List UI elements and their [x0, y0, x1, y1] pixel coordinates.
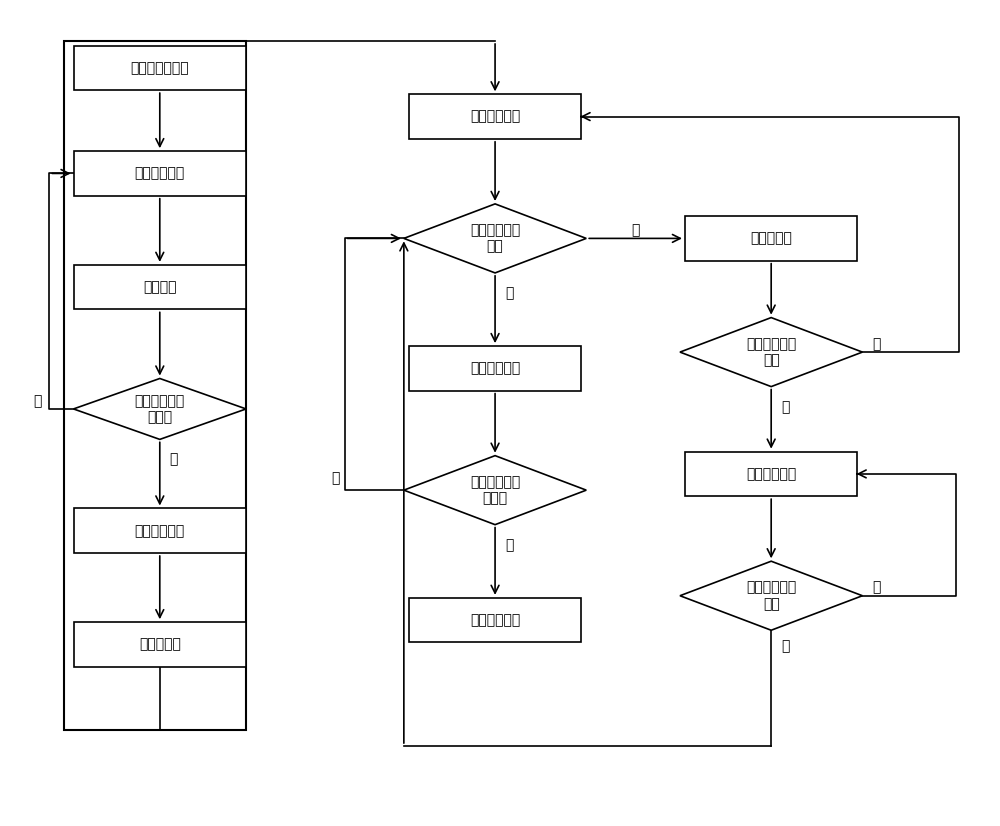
FancyBboxPatch shape — [74, 622, 246, 667]
Text: 初始化探测报文: 初始化探测报文 — [130, 61, 189, 75]
Text: 探测过程结束: 探测过程结束 — [470, 613, 520, 627]
Text: 是: 是 — [505, 287, 513, 300]
Text: 是: 是 — [781, 639, 789, 653]
FancyBboxPatch shape — [74, 45, 246, 90]
FancyBboxPatch shape — [409, 346, 581, 391]
Text: 探测路径: 探测路径 — [143, 280, 177, 294]
Text: 是: 是 — [170, 453, 178, 467]
Text: 否: 否 — [872, 581, 881, 595]
Text: 否: 否 — [631, 223, 640, 237]
Text: 否: 否 — [33, 394, 41, 408]
Text: 生成探测报文: 生成探测报文 — [135, 166, 185, 180]
Polygon shape — [404, 204, 586, 273]
Polygon shape — [680, 317, 862, 387]
Text: 失败包到达源
网络: 失败包到达源 网络 — [746, 581, 796, 610]
Text: 选路包到达目
的网络: 选路包到达目 的网络 — [470, 475, 520, 506]
Polygon shape — [74, 378, 246, 439]
Text: 释放预留资源: 释放预留资源 — [746, 467, 796, 481]
Text: 失败包到达源
网络: 失败包到达源 网络 — [746, 337, 796, 368]
FancyBboxPatch shape — [74, 265, 246, 310]
Text: 否: 否 — [781, 400, 789, 414]
Text: 发送确认包: 发送确认包 — [139, 638, 181, 652]
FancyBboxPatch shape — [685, 452, 857, 496]
Text: 域间路径满足
约束: 域间路径满足 约束 — [470, 223, 520, 254]
FancyBboxPatch shape — [685, 216, 857, 261]
FancyBboxPatch shape — [409, 94, 581, 139]
FancyBboxPatch shape — [409, 598, 581, 643]
Text: 发送失败包: 发送失败包 — [750, 231, 792, 245]
Text: 否: 否 — [331, 471, 340, 485]
Polygon shape — [680, 561, 862, 630]
FancyBboxPatch shape — [74, 151, 246, 196]
Text: 选取最优路径: 选取最优路径 — [470, 110, 520, 124]
Text: 生成完整路径: 生成完整路径 — [135, 524, 185, 538]
Text: 是: 是 — [505, 538, 513, 552]
Text: 探测包到达目
的网络: 探测包到达目 的网络 — [135, 394, 185, 424]
Polygon shape — [404, 456, 586, 525]
Text: 是: 是 — [872, 337, 881, 351]
Text: 确认最优路径: 确认最优路径 — [470, 361, 520, 375]
FancyBboxPatch shape — [74, 509, 246, 553]
